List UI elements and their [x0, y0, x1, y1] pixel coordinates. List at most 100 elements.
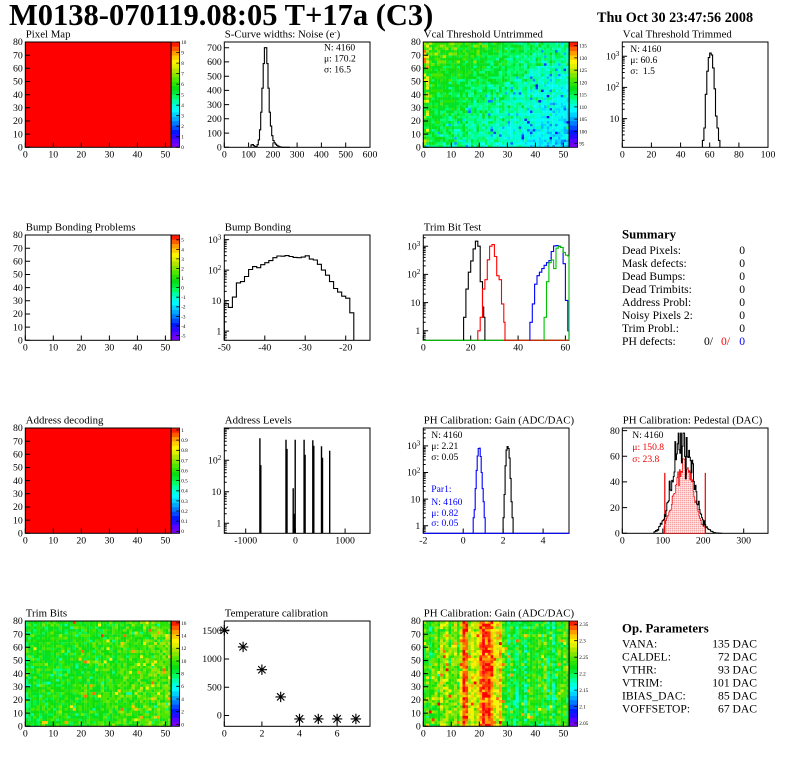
- svg-text:0: 0: [739, 270, 745, 283]
- svg-text:0: 0: [421, 150, 426, 161]
- svg-text:50: 50: [13, 463, 23, 474]
- svg-text:0.6: 0.6: [181, 468, 188, 474]
- svg-text:20: 20: [647, 150, 657, 161]
- svg-text:10: 10: [13, 322, 23, 333]
- svg-text:σ: 16.5: σ: 16.5: [324, 65, 351, 76]
- svg-text:0: 0: [739, 283, 745, 296]
- svg-text:Noisy Pixels 2:: Noisy Pixels 2:: [622, 309, 693, 322]
- svg-text:4: 4: [181, 697, 184, 703]
- svg-text:30: 30: [503, 729, 513, 740]
- svg-text:0: 0: [620, 150, 625, 161]
- svg-text:Trim Probl.:: Trim Probl.:: [622, 322, 679, 335]
- svg-text:40: 40: [133, 150, 143, 161]
- svg-text:Pixel Map: Pixel Map: [26, 29, 71, 41]
- svg-text:80: 80: [13, 616, 23, 627]
- svg-text:72 DAC: 72 DAC: [718, 651, 757, 664]
- svg-text:10: 10: [411, 708, 421, 719]
- svg-text:80: 80: [13, 230, 23, 241]
- svg-text:30: 30: [105, 729, 115, 740]
- svg-text:30: 30: [411, 103, 421, 114]
- svg-text:110: 110: [579, 105, 587, 111]
- svg-text:2.25: 2.25: [579, 655, 588, 661]
- svg-text:80: 80: [411, 616, 421, 627]
- svg-text:20: 20: [76, 343, 86, 354]
- svg-text:Bump Bonding Problems: Bump Bonding Problems: [26, 222, 136, 234]
- svg-text:0: 0: [222, 150, 227, 161]
- svg-text:-30: -30: [299, 343, 312, 354]
- svg-text:0/: 0/: [704, 335, 714, 348]
- svg-text:Trim Bits: Trim Bits: [26, 608, 67, 620]
- svg-text:30: 30: [13, 103, 23, 114]
- svg-text:10: 10: [212, 296, 222, 307]
- svg-text:0: 0: [293, 536, 298, 547]
- svg-text:30: 30: [105, 536, 115, 547]
- svg-text:5: 5: [181, 93, 184, 99]
- svg-text:N: 4160: N: 4160: [431, 497, 462, 508]
- svg-text:10: 10: [13, 129, 23, 140]
- svg-text:85 DAC: 85 DAC: [718, 690, 757, 703]
- svg-text:80: 80: [13, 423, 23, 434]
- svg-text:12: 12: [181, 646, 187, 652]
- svg-text:1: 1: [216, 519, 221, 530]
- svg-text:N: 4160: N: 4160: [632, 430, 663, 441]
- svg-text:0: 0: [416, 143, 421, 154]
- svg-text:-40: -40: [258, 343, 271, 354]
- svg-text:3: 3: [181, 257, 184, 263]
- svg-text:20: 20: [76, 536, 86, 547]
- svg-text:40: 40: [676, 150, 686, 161]
- svg-text:0.2: 0.2: [181, 509, 188, 515]
- svg-text:1000: 1000: [335, 536, 355, 547]
- svg-text:0: 0: [416, 722, 421, 733]
- svg-text:70: 70: [13, 436, 23, 447]
- svg-text:200: 200: [266, 150, 281, 161]
- svg-text:115: 115: [579, 93, 587, 99]
- svg-text:PH defects:: PH defects:: [622, 335, 676, 348]
- svg-text:20: 20: [411, 695, 421, 706]
- svg-text:Bump Bonding: Bump Bonding: [225, 222, 292, 234]
- svg-text:2.05: 2.05: [579, 721, 588, 727]
- svg-text:20: 20: [474, 729, 484, 740]
- svg-text:80: 80: [610, 426, 620, 437]
- svg-text:μ: 150.8: μ: 150.8: [632, 442, 664, 453]
- svg-text:Par1:: Par1:: [431, 484, 451, 495]
- svg-text:40: 40: [133, 536, 143, 547]
- svg-text:Dead Pixels:: Dead Pixels:: [622, 244, 681, 257]
- svg-text:67 DAC: 67 DAC: [718, 703, 757, 716]
- svg-text:10: 10: [411, 494, 421, 505]
- svg-text:30: 30: [13, 489, 23, 500]
- svg-text:0: 0: [739, 244, 745, 257]
- svg-text:135 DAC: 135 DAC: [712, 638, 757, 651]
- svg-text:10: 10: [181, 659, 187, 665]
- svg-text:300: 300: [736, 536, 751, 547]
- svg-text:-2: -2: [181, 305, 186, 311]
- svg-text:1: 1: [216, 326, 221, 337]
- svg-text:Thu Oct 30 23:47:56 2008: Thu Oct 30 23:47:56 2008: [597, 10, 753, 26]
- svg-text:0: 0: [217, 711, 222, 722]
- svg-text:10: 10: [48, 150, 58, 161]
- svg-text:10: 10: [212, 487, 222, 498]
- svg-text:4: 4: [541, 536, 546, 547]
- svg-text:1: 1: [181, 276, 184, 282]
- svg-text:Dead Bumps:: Dead Bumps:: [622, 270, 685, 283]
- svg-text:50: 50: [161, 729, 171, 740]
- svg-text:σ: 0.05: σ: 0.05: [431, 518, 458, 529]
- svg-text:N: 4160: N: 4160: [630, 44, 661, 55]
- svg-text:5: 5: [181, 238, 184, 244]
- svg-text:40: 40: [513, 343, 523, 354]
- svg-text:-50: -50: [218, 343, 231, 354]
- svg-text:0.5: 0.5: [181, 479, 188, 485]
- svg-text:-3: -3: [181, 314, 186, 320]
- svg-text:10: 10: [13, 515, 23, 526]
- svg-text:μ: 60.6: μ: 60.6: [630, 55, 657, 66]
- svg-text:Address Probl:: Address Probl:: [622, 296, 691, 309]
- svg-text:Temperature calibration: Temperature calibration: [225, 608, 329, 620]
- svg-text:N: 4160: N: 4160: [431, 430, 462, 441]
- svg-text:40: 40: [610, 477, 620, 488]
- svg-text:80: 80: [13, 37, 23, 48]
- svg-text:0: 0: [181, 529, 184, 535]
- svg-text:10: 10: [411, 298, 421, 309]
- svg-text:16: 16: [181, 621, 187, 627]
- svg-text:0: 0: [739, 322, 745, 335]
- svg-text:8: 8: [181, 61, 184, 67]
- svg-text:40: 40: [13, 476, 23, 487]
